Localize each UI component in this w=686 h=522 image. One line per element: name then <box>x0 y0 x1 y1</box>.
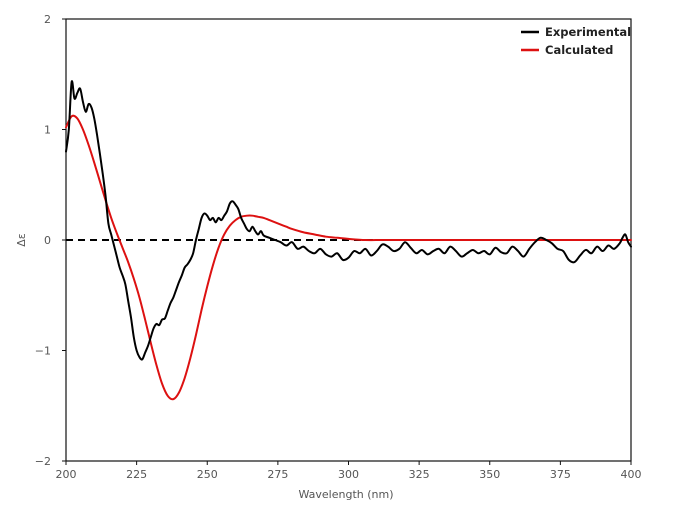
y-tick-label: −1 <box>35 345 51 358</box>
y-tick-label: 0 <box>44 234 51 247</box>
x-tick-label: 250 <box>197 468 218 481</box>
series-line-experimental <box>65 80 632 361</box>
x-tick-label: 400 <box>621 468 642 481</box>
y-tick-label: 1 <box>44 124 51 137</box>
y-tick-label: 2 <box>44 13 51 26</box>
series-line-calculated <box>65 114 632 401</box>
x-tick-label: 200 <box>56 468 77 481</box>
x-tick-label: 275 <box>267 468 288 481</box>
y-tick-label: −2 <box>35 455 51 468</box>
x-tick-label: 225 <box>126 468 147 481</box>
y-axis-title: Δε <box>15 233 28 247</box>
legend-label-calculated: Calculated <box>545 43 613 57</box>
x-tick-label: 300 <box>338 468 359 481</box>
x-tick-label: 325 <box>409 468 430 481</box>
x-tick-label: 375 <box>550 468 571 481</box>
x-axis-title: Wavelength (nm) <box>298 488 393 501</box>
legend-label-experimental: Experimental <box>545 25 631 39</box>
chart-legend: Experimental Calculated <box>521 25 631 57</box>
x-tick-label: 350 <box>479 468 500 481</box>
